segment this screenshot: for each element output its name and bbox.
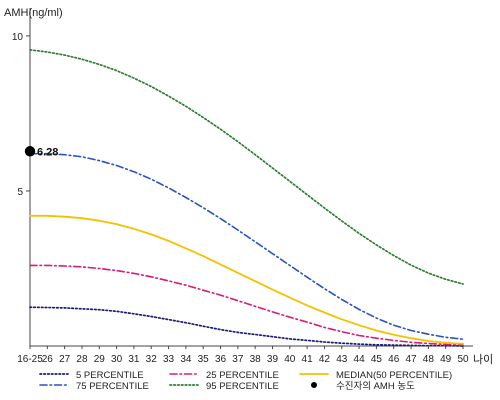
legend-label: 5 PERCENTILE [76, 370, 144, 381]
x-tick-label: 28 [76, 354, 88, 365]
x-tick-label: 36 [215, 354, 227, 365]
x-tick-label: 27 [59, 354, 71, 365]
x-tick-label: 39 [267, 354, 279, 365]
x-tick-label: 34 [180, 354, 192, 365]
legend-swatch-patient [311, 382, 317, 388]
y-axis-title: AMH(ng/ml) [4, 7, 63, 19]
x-tick-label: 38 [250, 354, 262, 365]
series-line-median-50-percentile [29, 214, 464, 345]
legend: 5 PERCENTILE 25 PERCENTILE MEDIAN(50 PERCE… [39, 370, 452, 392]
series-lines [29, 49, 464, 347]
x-tick-label: 47 [405, 354, 417, 365]
series-line-25-percentile [29, 264, 464, 346]
x-tick-label: 30 [111, 354, 123, 365]
series-line-95-percentile [29, 49, 464, 285]
y-tick-label: 5 [17, 187, 23, 198]
x-tick-label: 32 [146, 354, 158, 365]
y-tick-label: 10 [12, 32, 24, 43]
x-tick-label: 37 [232, 354, 244, 365]
x-tick-label: 42 [319, 354, 331, 365]
x-tick-label: 31 [128, 354, 140, 365]
x-tick-label: 26 [42, 354, 54, 365]
x-tick-label: 45 [371, 354, 383, 365]
x-tick-label: 35 [198, 354, 210, 365]
legend-label: 75 PERCENTILE [76, 381, 149, 392]
legend-label: 25 PERCENTILE [206, 370, 279, 381]
legend-label: 95 PERCENTILE [206, 381, 279, 392]
x-tick-label: 50 [457, 354, 469, 365]
x-tick-label: 43 [336, 354, 348, 365]
x-axis-title: 나이 [473, 353, 493, 366]
x-tick-label: 41 [302, 354, 314, 365]
patient-amh-value-label: 6.28 [37, 146, 58, 158]
patient-marker: 6.28 [24, 146, 58, 158]
series-line-5-percentile [29, 306, 464, 347]
legend-label: 수진자의 AMH 농도 [336, 381, 415, 392]
x-tick-label: 33 [163, 354, 175, 365]
x-tick-label: 44 [354, 354, 366, 365]
patient-amh-point [24, 146, 36, 157]
legend-label: MEDIAN(50 PERCENTILE) [336, 370, 452, 381]
x-tick-label: 40 [284, 354, 296, 365]
x-tick-label: 48 [423, 354, 435, 365]
series-line-75-percentile [29, 152, 464, 341]
x-tick-label: 16-25 [17, 354, 43, 365]
x-tick-label: 49 [440, 354, 452, 365]
x-tick-label: 46 [388, 354, 400, 365]
x-tick-label: 29 [94, 354, 106, 365]
